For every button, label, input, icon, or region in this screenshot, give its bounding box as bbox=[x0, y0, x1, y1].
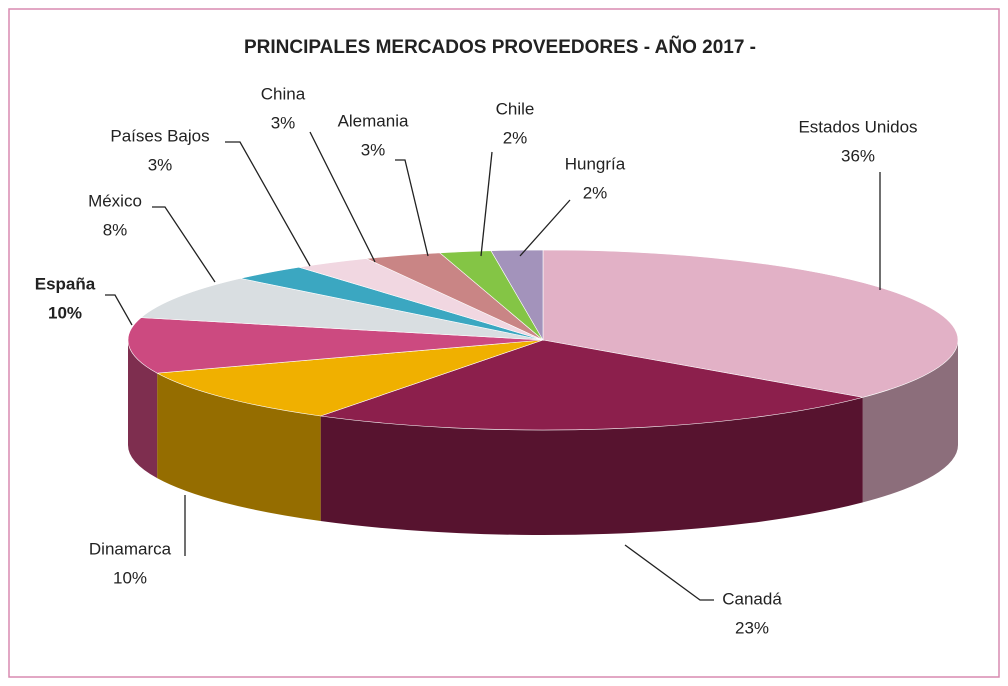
slice-label: Chile bbox=[496, 99, 535, 118]
chart-title: PRINCIPALES MERCADOS PROVEEDORES - AÑO 2… bbox=[244, 36, 756, 58]
slice-value-label: 8% bbox=[103, 220, 128, 239]
slice-value-label: 23% bbox=[735, 618, 769, 637]
slice bbox=[490, 249, 544, 342]
leader-line bbox=[309, 131, 376, 263]
slice-value-label: 3% bbox=[271, 113, 296, 132]
leader-line bbox=[624, 544, 714, 601]
slice-label: Dinamarca bbox=[89, 539, 172, 558]
slice bbox=[542, 249, 959, 398]
slice-side bbox=[320, 397, 863, 536]
slice-label: Países Bajos bbox=[110, 126, 209, 145]
leader-line bbox=[152, 206, 216, 283]
leader-line bbox=[519, 199, 571, 257]
slice-side bbox=[157, 373, 321, 521]
slice-label: España bbox=[35, 274, 96, 293]
slice bbox=[127, 317, 544, 374]
slice-value-label: 2% bbox=[503, 128, 528, 147]
slice-side bbox=[128, 340, 158, 479]
slice-value-label: 10% bbox=[48, 303, 82, 322]
leader-line bbox=[480, 151, 493, 257]
slice-value-label: 2% bbox=[583, 183, 608, 202]
slice bbox=[156, 339, 544, 417]
leader-line bbox=[395, 159, 429, 257]
slice-label: Estados Unidos bbox=[798, 117, 917, 136]
slice-value-label: 3% bbox=[361, 140, 386, 159]
leader-line bbox=[105, 294, 133, 326]
slice-label: China bbox=[261, 84, 306, 103]
slice bbox=[320, 339, 863, 431]
slice-label: Hungría bbox=[565, 154, 626, 173]
slice bbox=[140, 278, 544, 341]
slice-value-label: 36% bbox=[841, 146, 875, 165]
slice-label: Alemania bbox=[338, 111, 409, 130]
slice-label: Canadá bbox=[722, 589, 782, 608]
slice-side bbox=[862, 340, 958, 503]
slice-value-label: 10% bbox=[113, 568, 147, 587]
leader-line bbox=[225, 141, 311, 267]
slice-value-label: 3% bbox=[148, 155, 173, 174]
slice-label: México bbox=[88, 191, 142, 210]
